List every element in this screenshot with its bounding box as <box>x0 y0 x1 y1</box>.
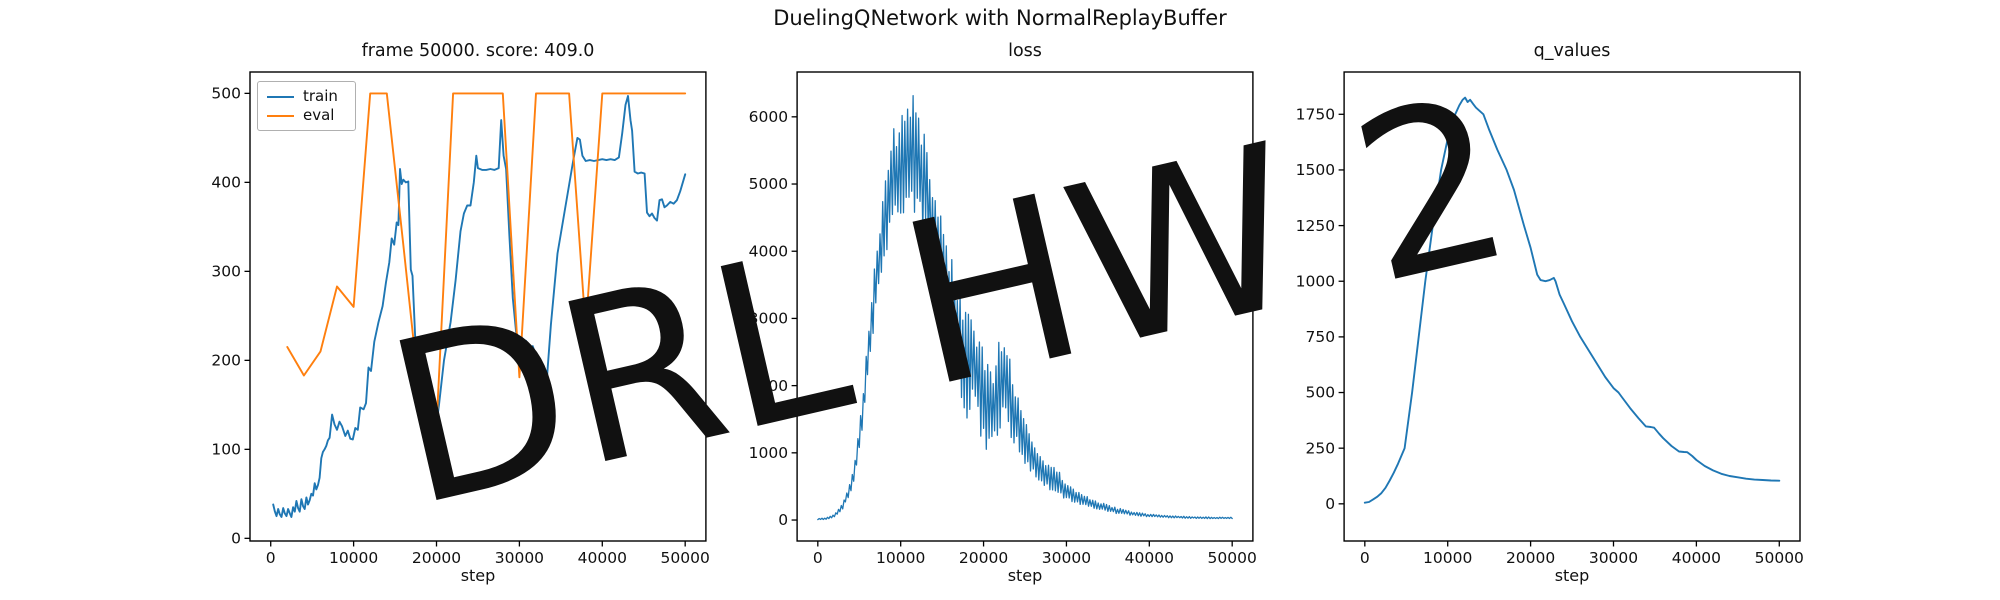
y-tick-label: 250 <box>1306 439 1336 457</box>
figure-title: DuelingQNetwork with NormalReplayBuffer <box>773 6 1227 30</box>
y-tick-label: 1500 <box>1296 161 1335 179</box>
y-tick-label: 750 <box>1306 328 1336 346</box>
x-tick-label: 50000 <box>1208 549 1257 567</box>
x-tick-label: 30000 <box>1042 549 1091 567</box>
y-tick-label: 500 <box>1306 384 1336 402</box>
y-tick-label: 2000 <box>749 377 788 395</box>
subplot-2: 0 10000 20000 30000 40000 50000 0 1000 2000 3000 4… <box>749 71 1257 567</box>
y-tick-label: 1000 <box>749 444 788 462</box>
x-tick-label: 40000 <box>578 549 627 567</box>
x-tick-label: 40000 <box>1125 549 1174 567</box>
x-tick-label: 50000 <box>661 549 710 567</box>
train-line-swatch <box>267 95 294 98</box>
y-tick-label: 400 <box>211 174 241 192</box>
chart-layers: 0 10000 20000 30000 40000 5000001002003004005… <box>211 71 1804 567</box>
y-tick-label: 3000 <box>749 310 788 328</box>
y-tick-label: 0 <box>778 511 788 529</box>
y-tick-label: 300 <box>211 263 241 281</box>
x-tick-label: 0 <box>813 549 823 567</box>
legend: train eval <box>257 81 356 131</box>
legend-label-eval: eval <box>303 106 335 124</box>
y-tick-label: 1250 <box>1296 217 1335 235</box>
xaxis-label-step-2: step <box>1007 566 1043 585</box>
x-tick-label: 20000 <box>1506 549 1555 567</box>
subplot-1: 0 10000 20000 30000 40000 50000 0 100 200 300 400 5… <box>211 71 710 567</box>
series-line-q_values <box>1363 96 1781 504</box>
xaxis-label-step-1: step <box>460 566 496 585</box>
y-tick-label: 0 <box>231 530 241 548</box>
x-tick-label: 10000 <box>1423 549 1472 567</box>
x-tick-label: 30000 <box>1589 549 1638 567</box>
x-tick-label: 30000 <box>495 549 544 567</box>
y-tick-label: 5000 <box>749 175 788 193</box>
axes-frame <box>796 71 1254 542</box>
x-tick-label: 10000 <box>329 549 378 567</box>
y-tick-label: 500 <box>211 85 241 103</box>
series-line-loss <box>817 95 1233 521</box>
x-tick-label: 0 <box>1360 549 1370 567</box>
x-tick-label: 50000 <box>1755 549 1804 567</box>
subplot-title-score: frame 50000. score: 409.0 <box>361 41 595 61</box>
axes-frame <box>1343 71 1801 542</box>
y-tick-label: 0 <box>1325 495 1335 513</box>
axes-frame <box>249 71 707 542</box>
subplot-title-qvalues: q_values <box>1533 41 1611 61</box>
x-tick-label: 20000 <box>959 549 1008 567</box>
x-tick-label: 0 <box>266 549 276 567</box>
y-tick-label: 4000 <box>749 242 788 260</box>
subplot-title-loss: loss <box>1008 41 1042 61</box>
y-tick-label: 1000 <box>1296 272 1335 290</box>
y-tick-label: 100 <box>211 441 241 459</box>
y-tick-label: 6000 <box>749 108 788 126</box>
watermark-text: DRL HW 2 <box>368 48 1531 558</box>
legend-item-train: train <box>267 87 355 106</box>
x-tick-label: 20000 <box>412 549 461 567</box>
xaxis-label-step-3: step <box>1554 566 1590 585</box>
legend-item-eval: eval <box>267 106 355 125</box>
subplot-3: 0 10000 20000 30000 40000 50000 0 250 500 750 1000… <box>1296 71 1804 567</box>
eval-line-swatch <box>267 114 294 117</box>
x-tick-label: 40000 <box>1672 549 1721 567</box>
y-tick-label: 1750 <box>1296 105 1335 123</box>
legend-label-train: train <box>303 87 338 105</box>
series-line-eval <box>286 92 687 428</box>
x-tick-label: 10000 <box>876 549 925 567</box>
y-tick-label: 200 <box>211 352 241 370</box>
